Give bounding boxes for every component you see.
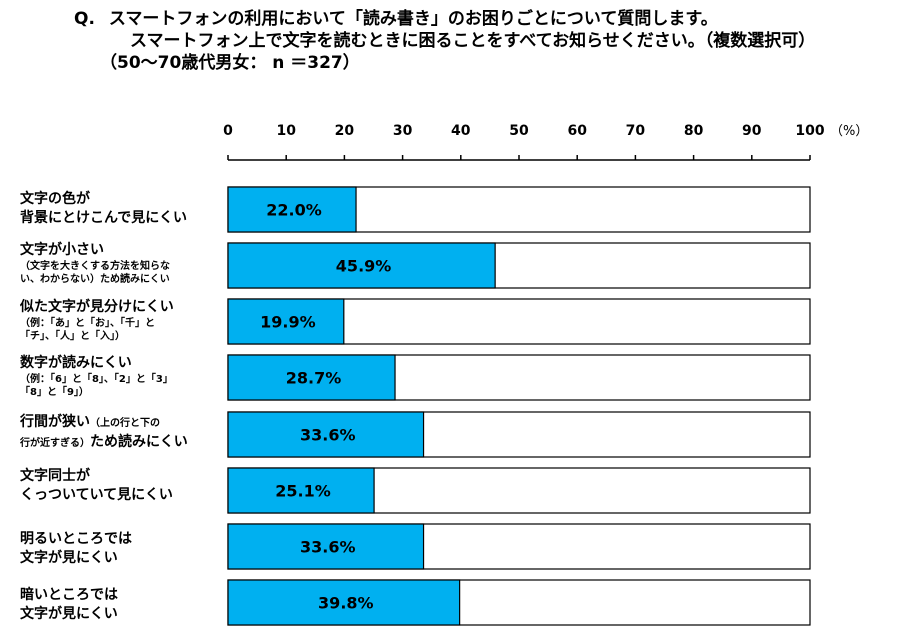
- x-tick-label-80: 80: [684, 123, 704, 139]
- x-tick-label-10: 10: [276, 123, 296, 139]
- question-text-1: スマートフォンの利用において「読み書き」のお困りごとについて質問します。: [108, 9, 718, 29]
- x-axis-unit: （%）: [830, 124, 868, 139]
- category-label-7: 暗いところでは 文字が見にくい: [20, 587, 118, 622]
- question-marker: Q.: [74, 9, 95, 29]
- x-tick-label-60: 60: [567, 123, 587, 139]
- x-tick-label-70: 70: [626, 123, 646, 139]
- value-label-3: 28.7%: [286, 369, 342, 388]
- value-label-6: 33.6%: [300, 538, 356, 557]
- category-label-3: 数字が読みにくい （例：「6」と「8」、「2」と「3」 「8」と「9」）: [20, 355, 173, 398]
- value-label-0: 22.0%: [266, 201, 322, 220]
- bar-5: [227, 467, 375, 514]
- question-block: Q. スマートフォンの利用において「読み書き」のお困りごとについて質問します。 ス…: [74, 8, 815, 74]
- category-label-5: 文字同士が くっついていて見にくい: [20, 468, 173, 503]
- category-label-2: 似た文字が見分けにくい （例：「あ」と「お」、「千」と 「チ」、「人」と「入」）: [20, 299, 174, 342]
- bar-7: [227, 579, 461, 626]
- bar-6: [227, 523, 425, 570]
- question-sample-size: （50～70歳代男女： n ＝327）: [100, 53, 360, 73]
- x-tick-label-20: 20: [335, 123, 355, 139]
- value-label-1: 45.9%: [336, 257, 392, 276]
- x-tick-label-30: 30: [393, 123, 413, 139]
- x-tick-label-0: 0: [223, 123, 233, 139]
- category-label-1: 文字が小さい （文字を大きくする方法を知らな い、わからない）ため読みにくい: [20, 242, 170, 285]
- x-tick-label-90: 90: [742, 123, 762, 139]
- question-line-2: スマートフォン上で文字を読むときに困ることをすべてお知らせください。（複数選択可…: [130, 31, 816, 51]
- category-label-0: 文字の色が 背景にとけこんで見にくい: [20, 191, 188, 226]
- bar-2: [227, 298, 345, 345]
- category-label-6: 明るいところでは 文字が見にくい: [20, 531, 132, 566]
- value-label-5: 25.1%: [275, 482, 331, 501]
- value-label-2: 19.9%: [260, 313, 316, 332]
- bar-4: [227, 411, 425, 458]
- category-label-4: 行間が狭い（上の行と下の 行が近すぎる）ため読みにくい: [20, 414, 188, 450]
- x-tick-label-100: 100: [795, 123, 824, 139]
- bar-3: [227, 354, 396, 401]
- x-tick-label-50: 50: [509, 123, 529, 139]
- value-label-4: 33.6%: [300, 426, 356, 445]
- x-tick-label-40: 40: [451, 123, 471, 139]
- bar-0: [227, 186, 357, 233]
- question-line-1: Q. スマートフォンの利用において「読み書き」のお困りごとについて質問します。: [74, 8, 815, 30]
- bar-1: [227, 242, 496, 289]
- value-label-7: 39.8%: [318, 594, 374, 613]
